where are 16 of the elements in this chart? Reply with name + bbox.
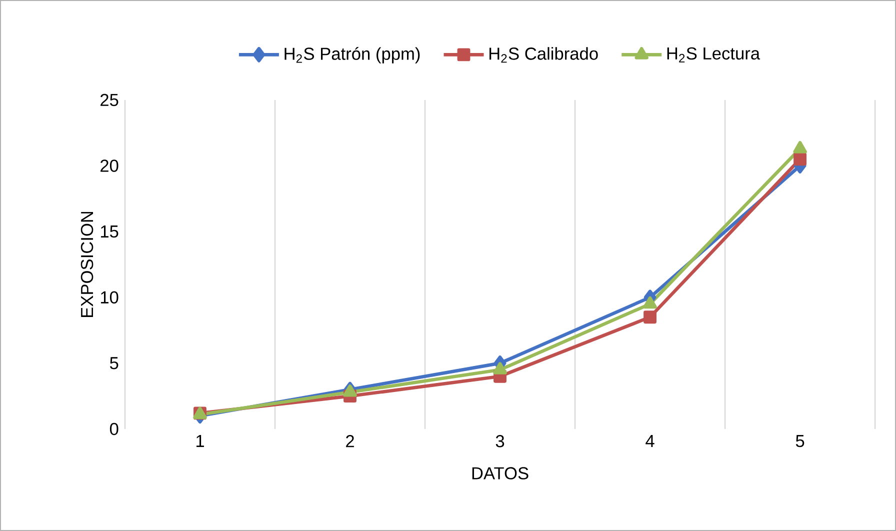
y-tick-label: 25 (100, 94, 118, 106)
x-tick-label: 4 (646, 435, 654, 447)
y-tick-label: 15 (100, 226, 118, 238)
x-tick-label: 5 (796, 435, 804, 448)
legend-label: H$_{2}$S Lectura (667, 47, 760, 62)
y-tick-label: 5 (110, 357, 118, 370)
x-tick-label: 2 (346, 435, 354, 448)
x-tick-label: 3 (496, 435, 504, 448)
x-axis-title: DATOS (472, 467, 528, 480)
y-tick-label: 0 (110, 422, 118, 436)
legend-label: H$_{2}$S Patrón (ppm) (284, 47, 420, 64)
x-tick-label: 1 (196, 435, 204, 447)
y-tick-label: 10 (100, 291, 118, 304)
y-axis-title: EXPOSICION (80, 212, 94, 318)
legend-label: H$_{2}$S Calibrado (490, 47, 598, 63)
y-tick-label: 20 (100, 160, 118, 172)
